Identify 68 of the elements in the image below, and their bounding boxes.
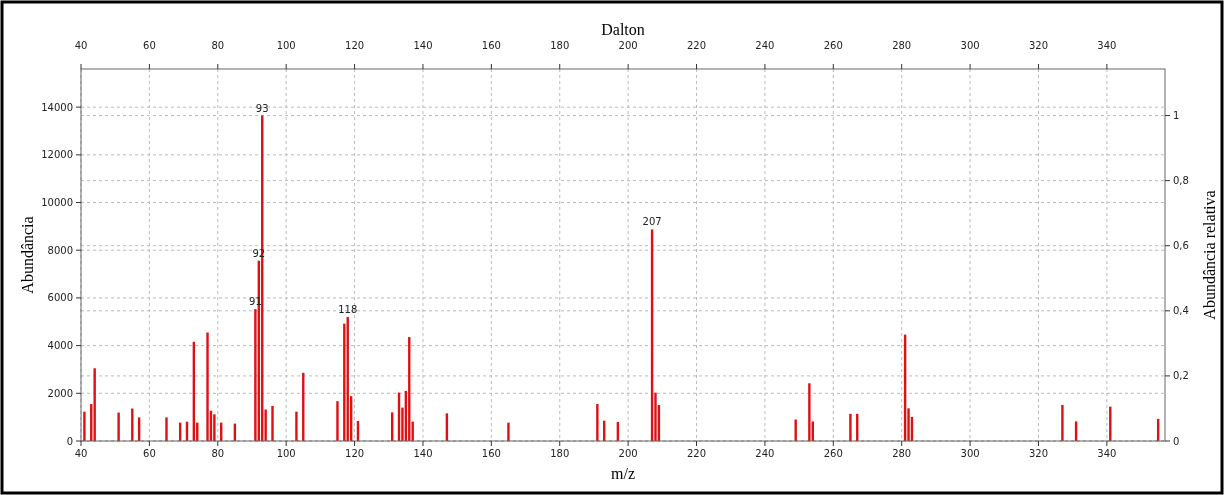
x-axis-title: m/z [611, 465, 635, 482]
y-tick-label: 6000 [47, 292, 73, 304]
annotation: 118 [338, 304, 358, 315]
x-tick-label: 340 [1097, 448, 1117, 459]
x2-tick-label: 160 [481, 40, 501, 51]
y2-axis-title: Abundância relativa [1201, 190, 1218, 320]
y-tick-label: 10000 [41, 197, 73, 209]
x2-tick-label: 240 [755, 40, 775, 51]
bar [507, 422, 510, 441]
x-tick-label: 100 [276, 448, 296, 459]
y-axis-title: Abundância [19, 216, 36, 294]
x2-tick-label: 280 [892, 40, 912, 51]
x2-tick-label: 260 [823, 40, 843, 51]
annotation: 207 [642, 216, 662, 228]
y-tick-label: 8000 [47, 244, 73, 256]
x2-tick-label: 200 [618, 40, 638, 51]
x2-tick-label: 220 [686, 40, 707, 51]
annotation: 93 [255, 102, 269, 114]
x2-tick-label: 340 [1097, 40, 1117, 51]
y-tick-label: 12000 [41, 149, 73, 161]
y-tick-label: 0 [66, 435, 73, 447]
x2-tick-label: 300 [960, 40, 980, 51]
x-tick-label: 40 [74, 448, 88, 459]
x-tick-label: 60 [143, 448, 156, 459]
x2-tick-label: 100 [276, 40, 296, 51]
bar [596, 404, 599, 441]
bar [1061, 404, 1064, 441]
x-tick-label: 280 [892, 448, 912, 459]
bar [808, 383, 811, 441]
x2-axis-title: Dalton [601, 21, 645, 38]
x2-tick-label: 180 [550, 40, 570, 51]
y2-tick-label: 0 [1173, 435, 1180, 447]
x-tick-label: 80 [211, 448, 225, 459]
x-tick-label: 260 [823, 448, 843, 459]
x-tick-label: 200 [618, 448, 638, 459]
x2-tick-label: 120 [345, 40, 365, 51]
bar [213, 414, 216, 441]
y2-tick-label: 0,4 [1173, 305, 1189, 317]
bar [117, 412, 120, 441]
y-tick-label: 2000 [47, 387, 73, 399]
x2-tick-label: 60 [143, 40, 156, 51]
bar [295, 411, 298, 441]
x2-tick-label: 140 [413, 40, 433, 51]
bar [271, 405, 274, 441]
y2-tick-label: 0,6 [1173, 240, 1189, 252]
bar [165, 417, 168, 441]
bar [206, 332, 209, 441]
y-tick-label: 14000 [41, 101, 73, 113]
x-tick-label: 300 [960, 448, 980, 459]
x2-tick-label: 40 [74, 40, 88, 51]
x-tick-label: 160 [481, 448, 501, 459]
x-tick-label: 220 [686, 448, 707, 459]
bar [849, 413, 852, 441]
x-tick-label: 120 [345, 448, 365, 459]
x2-tick-label: 80 [211, 40, 225, 51]
y2-tick-label: 0,2 [1173, 370, 1189, 382]
x-tick-label: 140 [413, 448, 433, 459]
y-tick-label: 4000 [47, 340, 73, 352]
y2-tick-label: 0,8 [1173, 175, 1189, 187]
bar [93, 368, 96, 441]
x-tick-label: 320 [1028, 448, 1049, 459]
x-tick-label: 240 [755, 448, 775, 459]
bar [83, 411, 86, 441]
bar [794, 419, 797, 441]
x-tick-label: 180 [550, 448, 570, 459]
x2-tick-label: 320 [1028, 40, 1049, 51]
y2-tick-label: 1 [1173, 110, 1180, 122]
bar [336, 401, 339, 441]
